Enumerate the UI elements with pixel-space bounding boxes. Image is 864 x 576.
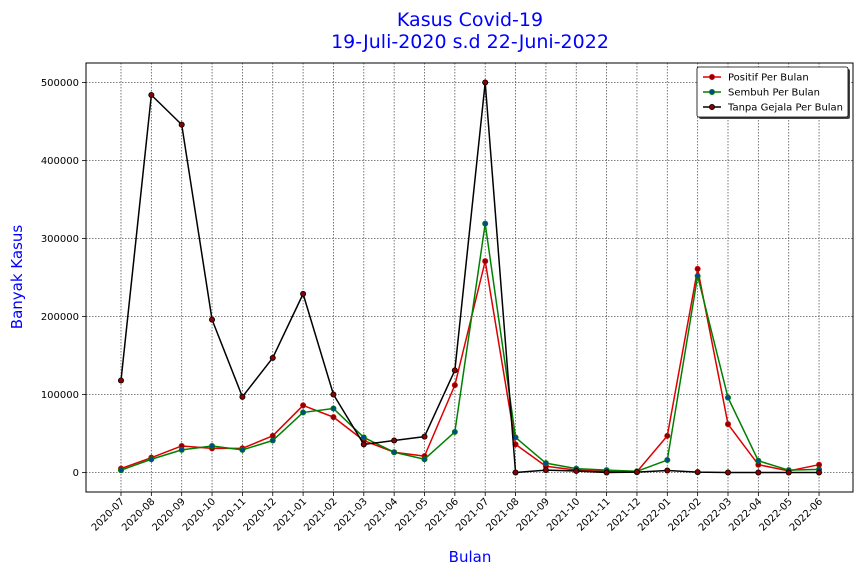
data-point xyxy=(118,377,125,384)
data-point xyxy=(482,220,489,227)
series-3 xyxy=(118,79,823,476)
data-point xyxy=(664,432,671,439)
data-point xyxy=(512,469,519,476)
data-point xyxy=(694,265,701,272)
data-point xyxy=(725,421,732,428)
plot-frame xyxy=(85,62,854,493)
data-point xyxy=(755,469,762,476)
data-point xyxy=(573,467,580,474)
data-point xyxy=(330,391,337,398)
data-point xyxy=(148,456,155,463)
legend-label: Sembuh Per Bulan xyxy=(728,88,820,99)
data-point xyxy=(512,434,519,441)
data-point xyxy=(269,354,276,361)
data-point xyxy=(178,121,185,128)
data-point xyxy=(542,460,549,467)
data-point xyxy=(391,449,398,456)
legend-marker xyxy=(709,104,716,111)
data-point xyxy=(330,414,337,421)
legend: Positif Per Bulan Sembuh Per Bulan Tanpa G… xyxy=(696,66,850,119)
data-point xyxy=(664,467,671,474)
y-tick-label: 500000 xyxy=(41,78,79,89)
y-tick-label: 200000 xyxy=(41,312,79,323)
series-1 xyxy=(118,258,823,475)
data-point xyxy=(482,258,489,265)
data-point xyxy=(300,402,307,409)
data-point xyxy=(239,393,246,400)
legend-marker xyxy=(709,89,716,96)
series-2 xyxy=(118,220,823,475)
data-point xyxy=(239,446,246,453)
data-point xyxy=(755,457,762,464)
axes: 01000002000003000004000005000002020-0720… xyxy=(41,62,854,534)
data-point xyxy=(421,456,428,463)
data-point xyxy=(360,441,367,448)
data-point xyxy=(816,469,823,476)
series-line xyxy=(120,81,820,474)
data-point xyxy=(694,469,701,476)
y-axis-label: Banyak Kasus xyxy=(8,225,26,330)
data-point xyxy=(421,433,428,440)
x-tick-label: 2022-06 xyxy=(788,496,825,533)
data-point xyxy=(694,272,701,279)
data-point xyxy=(542,467,549,474)
legend-box xyxy=(696,66,849,118)
data-point xyxy=(300,290,307,297)
data-point xyxy=(725,394,732,401)
series-group xyxy=(118,79,823,476)
data-point xyxy=(209,442,216,449)
y-tick-label: 400000 xyxy=(41,156,79,167)
legend-label: Tanpa Gejala Per Bulan xyxy=(727,103,843,114)
legend-label: Positif Per Bulan xyxy=(728,73,809,84)
data-point xyxy=(178,446,185,453)
data-point xyxy=(725,469,732,476)
data-point xyxy=(451,382,458,389)
data-point xyxy=(664,457,671,464)
y-tick-label: 100000 xyxy=(41,390,79,401)
y-tick-label: 300000 xyxy=(41,234,79,245)
legend-marker xyxy=(709,74,716,81)
data-point xyxy=(330,405,337,412)
data-point xyxy=(148,91,155,98)
chart-subtitle: 19-Juli-2020 s.d 22-Juni-2022 xyxy=(331,31,609,53)
data-point xyxy=(603,469,610,476)
data-point xyxy=(391,437,398,444)
data-point xyxy=(300,409,307,416)
chart-title: Kasus Covid-19 xyxy=(397,9,543,31)
series-line xyxy=(120,222,820,473)
x-axis-label: Bulan xyxy=(449,548,492,566)
data-point xyxy=(269,437,276,444)
series-line xyxy=(120,260,820,473)
grid xyxy=(86,63,853,492)
data-point xyxy=(451,367,458,374)
data-point xyxy=(451,428,458,435)
y-tick-label: 0 xyxy=(73,468,79,479)
data-point xyxy=(360,434,367,441)
data-point xyxy=(118,467,125,474)
data-point xyxy=(785,469,792,476)
data-point xyxy=(209,316,216,323)
data-point xyxy=(633,469,640,476)
data-point xyxy=(482,79,489,86)
